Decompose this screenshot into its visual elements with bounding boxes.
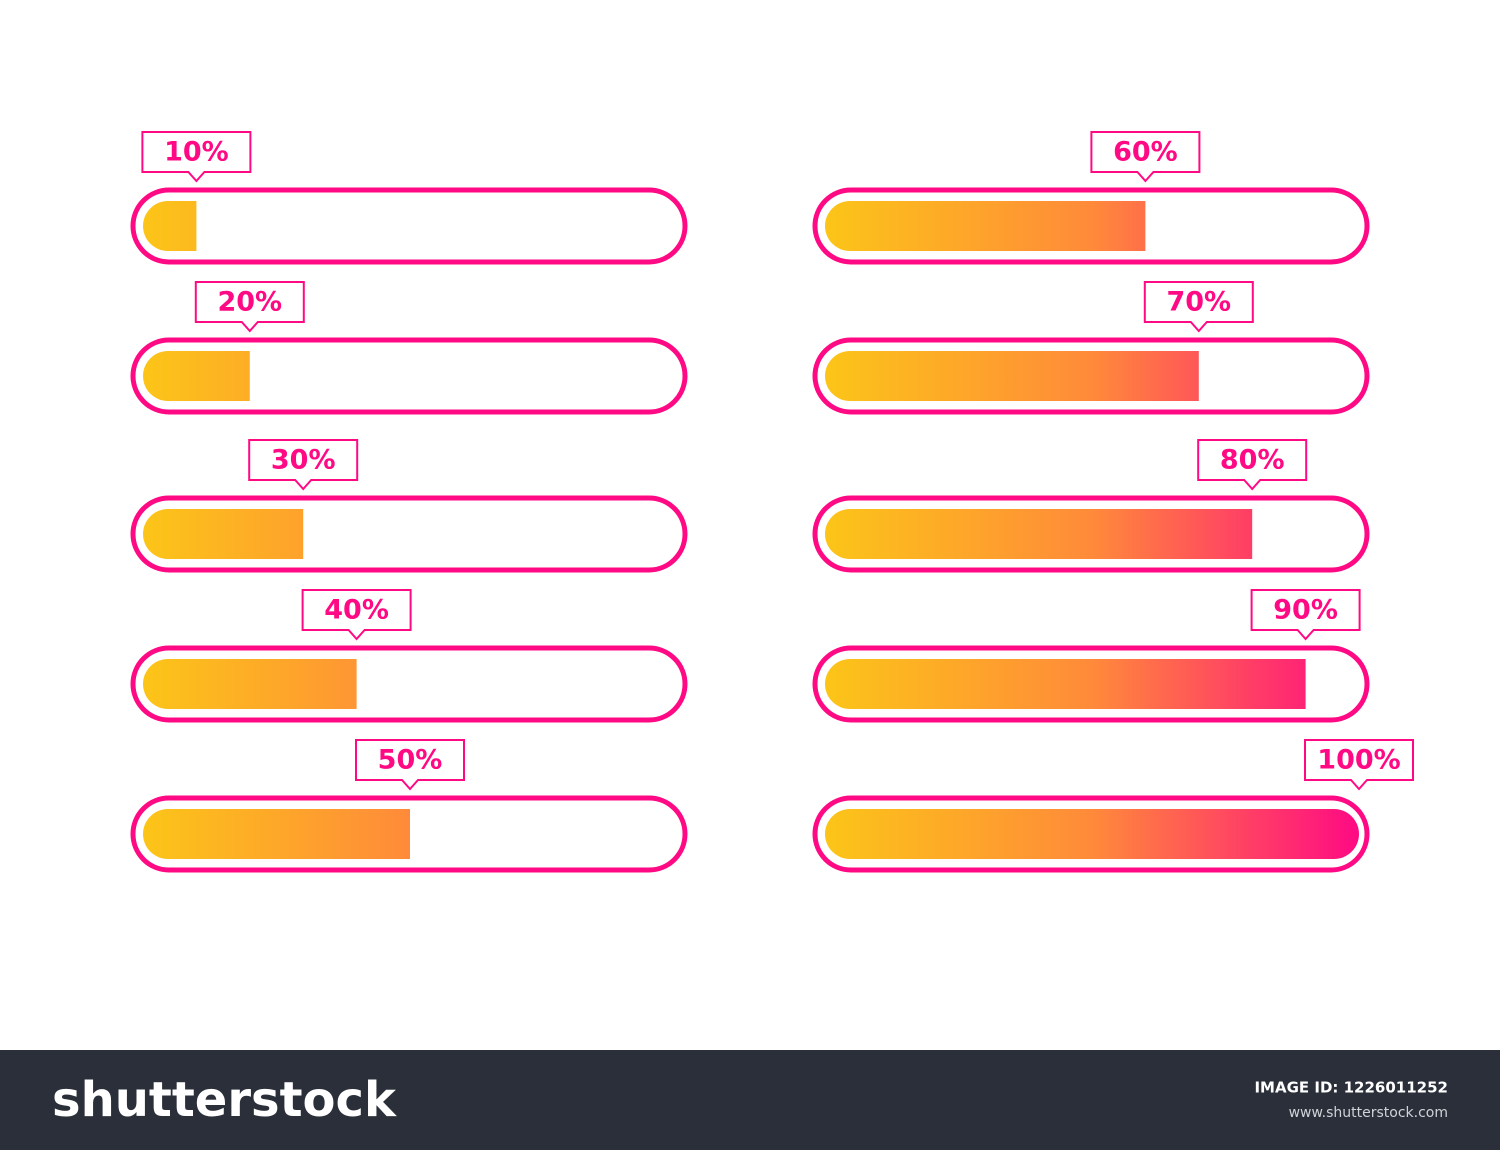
image-id: IMAGE ID: 1226011252 <box>1254 1079 1448 1097</box>
bars: 10% 20% 30% 40% 50% 60% 70% 80% 90% 100% <box>130 131 1414 873</box>
bar-track <box>130 337 688 415</box>
bar-fill <box>143 351 250 401</box>
tooltip-box <box>248 439 359 491</box>
bar-fill <box>825 659 1306 709</box>
footer-url: www.shutterstock.com <box>1289 1105 1448 1121</box>
bar-fill <box>143 201 197 251</box>
tooltip-box <box>301 589 412 641</box>
tooltip-box <box>141 131 252 183</box>
tooltip-box <box>1250 589 1361 641</box>
bar-fill <box>143 509 304 559</box>
tooltip-label: 80% <box>1220 445 1285 476</box>
tooltip-label: 50% <box>378 745 443 776</box>
tooltip-box <box>1197 439 1308 491</box>
bar-fill <box>143 659 357 709</box>
bar-fill <box>825 809 1359 859</box>
tooltip-label: 70% <box>1166 287 1231 318</box>
tooltip-box <box>355 739 465 791</box>
tooltip-box <box>1090 131 1201 183</box>
bar-track <box>130 187 688 265</box>
tooltip-label: 10% <box>164 137 229 168</box>
tooltip-label: 20% <box>217 287 282 318</box>
tooltip-label: 30% <box>271 445 336 476</box>
footer-logo: shutterstock <box>52 1072 397 1128</box>
footer-bar <box>0 1050 1500 1150</box>
tooltip-label: 40% <box>324 595 389 626</box>
tooltip-box <box>1143 281 1254 333</box>
bar-fill <box>825 509 1253 559</box>
tooltip-box <box>194 281 305 333</box>
tooltip-label: 60% <box>1113 137 1178 168</box>
tooltip-label: 90% <box>1273 595 1338 626</box>
bar-fill <box>825 201 1146 251</box>
tooltip-box <box>1304 739 1414 791</box>
tooltip-label: 100% <box>1317 745 1400 776</box>
bar-fill <box>825 351 1199 401</box>
bar-fill <box>143 809 410 859</box>
